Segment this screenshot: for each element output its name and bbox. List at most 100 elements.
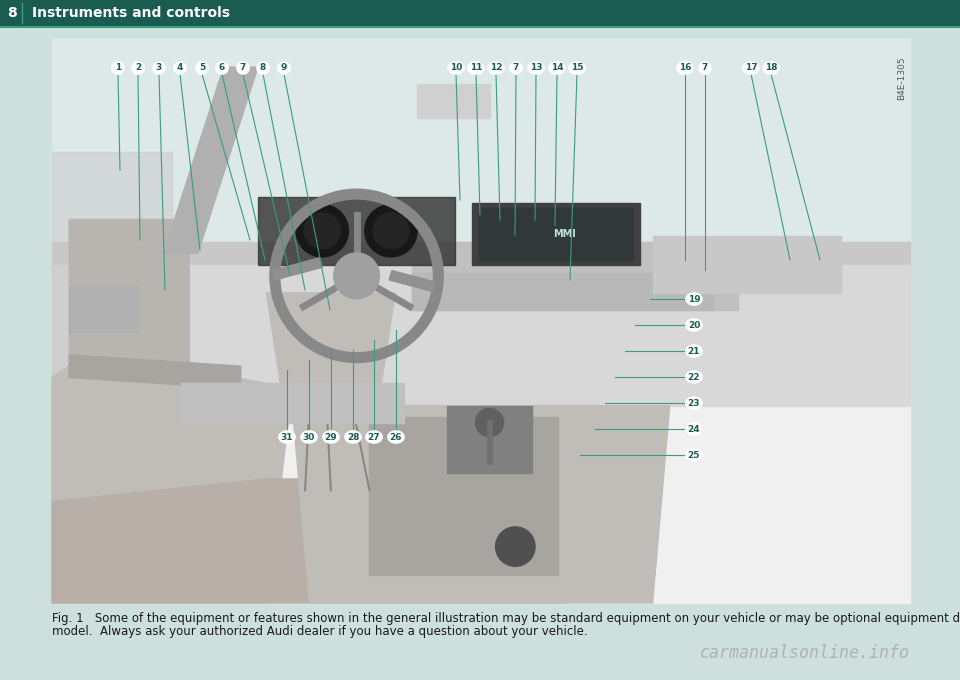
Ellipse shape [278,62,290,74]
Bar [52,242,910,276]
Ellipse shape [279,431,295,443]
Text: 11: 11 [469,63,482,73]
Text: 10: 10 [450,63,462,73]
Text: 9: 9 [281,63,287,73]
Circle shape [334,253,379,299]
Ellipse shape [686,397,702,409]
Circle shape [365,205,417,257]
Ellipse shape [448,62,464,74]
Ellipse shape [153,62,165,74]
Polygon shape [163,67,258,254]
Polygon shape [69,220,189,377]
Ellipse shape [510,62,522,74]
Ellipse shape [686,449,702,461]
Text: 24: 24 [687,424,700,434]
Polygon shape [52,479,566,603]
Text: B4E-1305: B4E-1305 [897,56,906,99]
Polygon shape [267,293,396,405]
Ellipse shape [237,62,249,74]
Circle shape [372,213,409,249]
Ellipse shape [388,431,404,443]
Text: 28: 28 [347,432,359,441]
Text: 16: 16 [679,63,691,73]
Text: model.  Always ask your authorized Audi dealer if you have a question about your: model. Always ask your authorized Audi d… [52,625,588,638]
Text: 30: 30 [302,432,315,441]
Bar [413,242,738,309]
Circle shape [304,213,340,249]
Text: Fig. 1   Some of the equipment or features shown in the general illustration may: Fig. 1 Some of the equipment or features… [52,612,960,625]
Ellipse shape [468,62,484,74]
Ellipse shape [345,431,361,443]
Ellipse shape [549,62,565,74]
Polygon shape [292,405,670,603]
Text: 17: 17 [745,63,757,73]
Ellipse shape [677,62,693,74]
Bar [180,383,404,422]
Text: 14: 14 [551,63,564,73]
Text: 3: 3 [156,63,162,73]
Bar [258,197,455,265]
Bar [52,39,910,254]
Text: 1: 1 [115,63,121,73]
Bar [52,265,910,405]
Ellipse shape [366,431,382,443]
Text: 12: 12 [490,63,502,73]
Ellipse shape [112,62,124,74]
Text: 8: 8 [7,6,17,20]
Bar [446,405,533,473]
Text: 2: 2 [134,63,141,73]
Bar [370,417,558,575]
Text: 15: 15 [571,63,584,73]
Ellipse shape [686,293,702,305]
Text: 4: 4 [177,63,183,73]
Text: 31: 31 [280,432,293,441]
Circle shape [296,205,348,257]
Bar [69,287,138,333]
Text: 8: 8 [260,63,266,73]
Text: 5: 5 [199,63,205,73]
Ellipse shape [301,431,317,443]
Text: 25: 25 [687,450,700,460]
Bar [472,203,639,265]
Ellipse shape [257,62,269,74]
Text: 13: 13 [530,63,542,73]
Text: 7: 7 [702,63,708,73]
Ellipse shape [132,62,144,74]
Ellipse shape [686,319,702,331]
Ellipse shape [323,431,339,443]
Polygon shape [52,350,292,603]
Ellipse shape [196,62,208,74]
Ellipse shape [686,371,702,383]
Text: 7: 7 [240,63,246,73]
Ellipse shape [216,62,228,74]
Text: 19: 19 [687,294,700,303]
Text: 20: 20 [687,320,700,330]
Ellipse shape [488,62,504,74]
Text: 29: 29 [324,432,337,441]
Bar [390,271,435,292]
Ellipse shape [763,62,779,74]
Ellipse shape [569,62,585,74]
Bar [52,152,172,547]
Text: 7: 7 [513,63,519,73]
Circle shape [495,527,535,566]
Text: 6: 6 [219,63,226,73]
Text: 21: 21 [687,347,700,356]
Ellipse shape [699,62,711,74]
Text: Instruments and controls: Instruments and controls [32,6,230,20]
Text: 22: 22 [687,373,700,381]
Text: carmanualsonline.info: carmanualsonline.info [700,644,910,662]
Bar [52,39,910,603]
Text: 27: 27 [368,432,380,441]
Text: 23: 23 [687,398,700,407]
Ellipse shape [743,62,759,74]
Ellipse shape [528,62,544,74]
Text: MMI: MMI [553,228,576,239]
Bar [413,273,712,309]
Ellipse shape [686,423,702,435]
Bar [273,258,323,280]
Bar [653,237,841,293]
Ellipse shape [686,345,702,357]
Polygon shape [69,355,241,389]
Bar [479,207,633,260]
